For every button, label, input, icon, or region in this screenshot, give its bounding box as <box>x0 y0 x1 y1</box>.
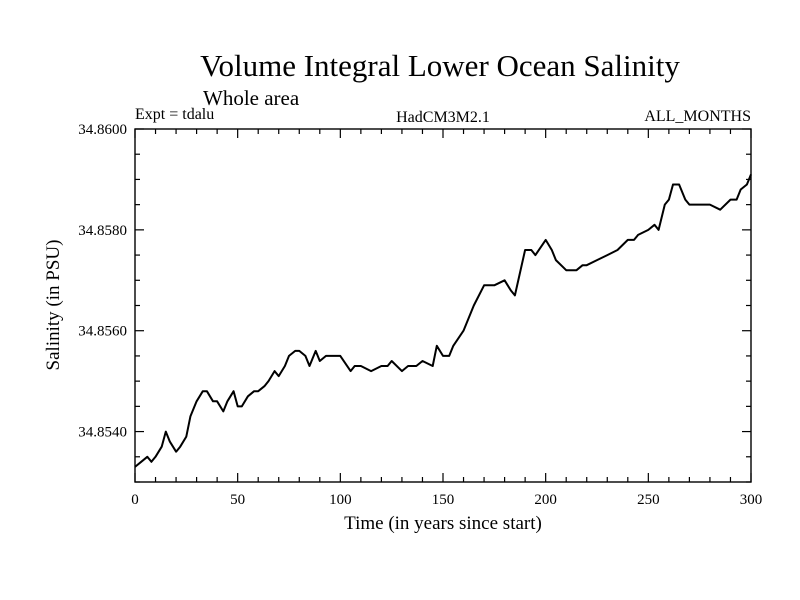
chart-subtitle: Whole area <box>203 86 300 110</box>
y-tick-label: 34.8600 <box>78 122 127 138</box>
x-tick-label: 150 <box>432 492 455 508</box>
x-tick-label: 100 <box>329 492 352 508</box>
x-tick-label: 0 <box>131 492 139 508</box>
model-label: HadCM3M2.1 <box>396 109 490 126</box>
months-label: ALL_MONTHS <box>644 108 751 125</box>
y-tick-label: 34.8580 <box>78 223 127 239</box>
expt-label: Expt = tdalu <box>135 106 214 123</box>
y-tick-label: 34.8560 <box>78 324 127 340</box>
y-axis-label: Salinity (in PSU) <box>43 240 64 371</box>
x-axis-label: Time (in years since start) <box>344 513 542 534</box>
salinity-series-line <box>134 174 752 468</box>
x-tick-label: 250 <box>637 492 660 508</box>
x-tick-label: 50 <box>230 492 245 508</box>
tick-layer <box>134 128 752 483</box>
tick-label-layer: 0 50 100 150 200 250 300 34.8540 34.8560 34.8580 3… <box>78 122 762 508</box>
plot-frame <box>134 128 752 483</box>
x-tick-label: 200 <box>534 492 557 508</box>
chart-title: Volume Integral Lower Ocean Salinity <box>200 48 680 83</box>
x-tick-label: 300 <box>740 492 763 508</box>
y-tick-label: 34.8540 <box>78 425 127 441</box>
